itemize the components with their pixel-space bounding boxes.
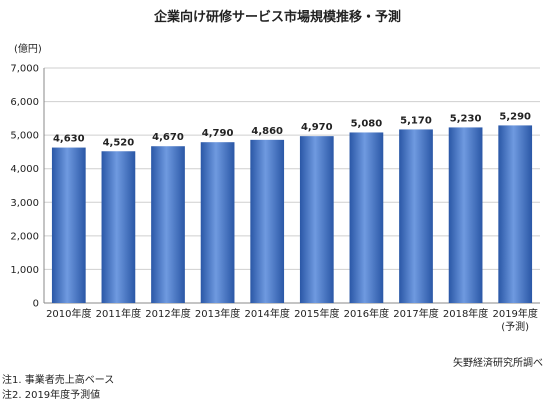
y-axis-unit-label: (億円) [14, 44, 42, 55]
y-tick-label: 3,000 [10, 198, 39, 209]
bar [51, 147, 86, 303]
bar-value-label: 5,230 [450, 113, 482, 124]
bar [200, 142, 235, 303]
footnote-1: 注1. 事業者売上高ベース [2, 375, 115, 386]
x-tick-label: 2014年度 [244, 307, 289, 320]
bar-value-label: 4,970 [301, 122, 333, 133]
bar-value-label: 5,290 [499, 111, 531, 122]
bar-value-label: 4,860 [251, 126, 283, 137]
x-tick-label: 2012年度 [145, 307, 190, 320]
x-tick-label: 2010年度 [46, 307, 91, 320]
bar-value-label: 5,080 [351, 118, 383, 129]
y-tick-label: 7,000 [10, 64, 39, 75]
x-tick-label: 2015年度 [294, 307, 339, 320]
y-tick-label: 1,000 [10, 265, 39, 276]
bar-value-label: 4,670 [152, 132, 184, 143]
y-tick-label: 2,000 [10, 231, 39, 242]
x-tick-label: 2018年度 [443, 307, 488, 320]
bar-value-label: 4,630 [53, 134, 85, 145]
bar [101, 151, 136, 303]
bar [349, 132, 384, 303]
x-tick-label: 2017年度 [393, 307, 438, 320]
bar-value-label: 4,520 [103, 137, 135, 148]
labels: 0 1,000 2,000 3,000 4,000 5,000 6,000 7,000 4,63… [10, 64, 538, 334]
bar-value-label: 5,170 [400, 115, 432, 126]
y-tick-label: 6,000 [10, 97, 39, 108]
bar [250, 139, 285, 303]
bar [299, 136, 334, 303]
footnote-2: 注2. 2019年度予測値 [2, 390, 101, 401]
x-tick-label: 2013年度 [195, 307, 240, 320]
bar [498, 125, 533, 304]
y-tick-label: 4,000 [10, 164, 39, 175]
x-tick-label: 2016年度 [344, 307, 389, 320]
x-tick-label: 2011年度 [96, 307, 141, 320]
y-tick-label: 0 [33, 299, 39, 310]
x-tick-label: 2019年度 [492, 307, 537, 320]
bar [151, 146, 185, 303]
x-tick-sublabel: (予測) [501, 320, 529, 333]
source-note: 矢野経済研究所調べ [453, 358, 543, 369]
y-tick-label: 5,000 [10, 131, 39, 142]
bar [448, 127, 483, 304]
bar-value-label: 4,790 [202, 128, 234, 139]
chart-title: 企業向け研修サービス市場規模推移・予測 [153, 10, 401, 25]
bars [51, 125, 533, 304]
bar [399, 129, 433, 303]
